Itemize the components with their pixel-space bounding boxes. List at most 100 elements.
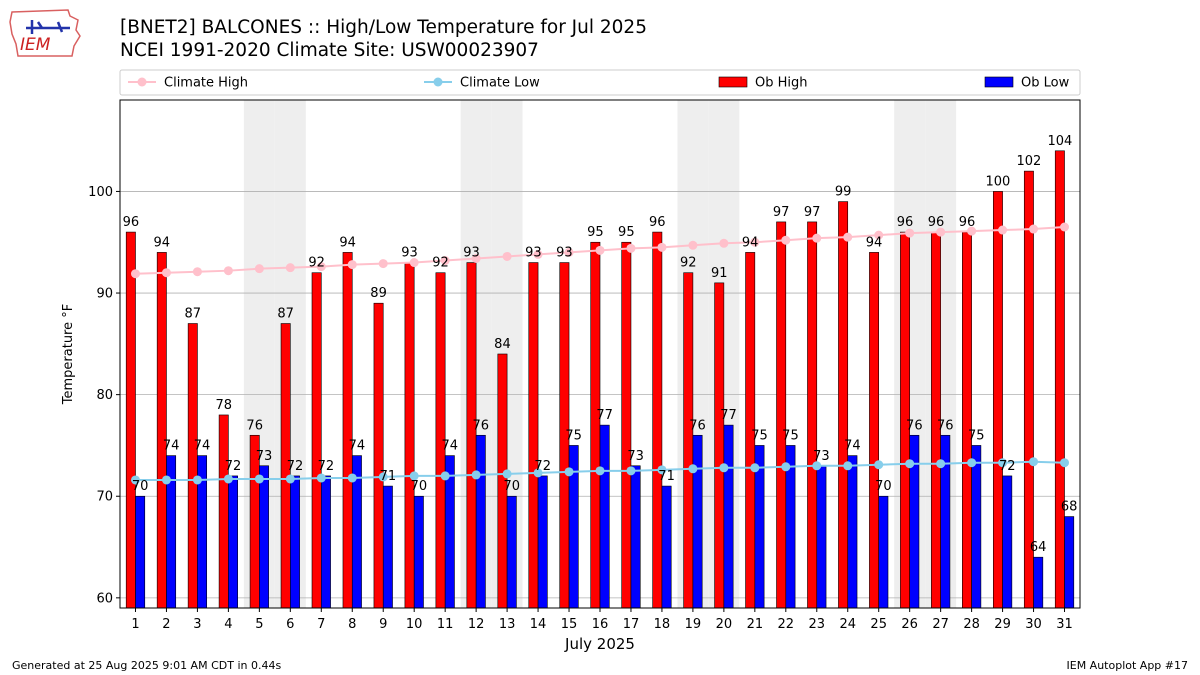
y-tick-label-90: 90	[96, 287, 113, 302]
ob-low-label-day-6: 72	[287, 459, 304, 474]
ob-high-label-day-7: 92	[308, 256, 325, 271]
climate-high-point-day-5	[254, 264, 264, 274]
y-tick-label-80: 80	[96, 388, 113, 403]
ob-low-bar-day-30	[1033, 556, 1044, 609]
x-tick-label-30: 30	[1025, 617, 1042, 632]
climate-high-legend-marker	[137, 77, 147, 87]
ob-high-label-day-2: 94	[154, 235, 171, 250]
x-tick-label-10: 10	[406, 617, 423, 632]
climate-low-point-day-4	[223, 474, 233, 484]
chart-title: [BNET2] BALCONES :: High/Low Temperature…	[120, 17, 647, 38]
ob-low-label-day-9: 71	[380, 469, 397, 484]
ob-low-bar-day-23	[816, 465, 827, 609]
ob-high-label-day-1: 96	[123, 215, 140, 230]
ob-low-legend-label: Ob Low	[1021, 76, 1070, 91]
ob-high-label-day-14: 93	[525, 246, 542, 261]
ob-low-label-day-11: 74	[442, 439, 459, 454]
ob-low-label-day-20: 77	[720, 408, 737, 423]
ob-high-label-day-19: 92	[680, 256, 697, 271]
ob-low-bar-day-24	[847, 455, 858, 609]
ob-low-bar-day-10	[413, 495, 424, 609]
x-tick-label-27: 27	[932, 617, 949, 632]
ob-high-bar-day-23	[807, 221, 818, 609]
x-tick-label-13: 13	[499, 617, 516, 632]
climate-low-point-day-25	[874, 460, 884, 470]
climate-high-legend-label: Climate High	[164, 76, 248, 91]
ob-low-bar-day-4	[228, 475, 238, 609]
x-tick-label-4: 4	[224, 617, 232, 632]
x-tick-label-3: 3	[193, 617, 201, 632]
ob-high-label-day-26: 96	[897, 215, 914, 230]
climate-high-point-day-26	[905, 228, 915, 238]
climate-high-point-day-24	[843, 232, 853, 242]
ob-high-bar-day-12	[466, 262, 477, 609]
ob-high-bar-day-1	[125, 231, 136, 609]
climate-high-point-day-13	[502, 251, 512, 261]
ob-low-label-day-17: 73	[627, 449, 644, 464]
x-tick-label-15: 15	[561, 617, 578, 632]
y-tick-label-100: 100	[88, 185, 113, 200]
ob-low-bar-day-17	[630, 465, 641, 609]
x-tick-label-5: 5	[255, 617, 263, 632]
ob-low-label-day-28: 75	[968, 428, 985, 443]
climate-low-point-day-9	[378, 472, 388, 482]
climate-high-point-day-2	[161, 268, 171, 278]
ob-low-label-day-25: 70	[875, 479, 892, 494]
climate-high-point-day-18	[657, 242, 667, 252]
climate-low-legend-marker	[433, 77, 443, 87]
climate-low-point-day-15	[564, 467, 574, 477]
ob-high-label-day-10: 93	[401, 246, 418, 261]
ob-high-label-day-22: 97	[773, 205, 790, 220]
ob-high-bar-day-9	[373, 302, 384, 609]
ob-low-label-day-13: 70	[503, 479, 520, 494]
ob-low-label-day-19: 76	[689, 418, 706, 433]
ob-high-label-day-6: 87	[277, 307, 294, 322]
climate-low-point-day-13	[502, 469, 512, 479]
ob-low-bar-day-14	[537, 475, 548, 609]
climate-low-point-day-31	[1060, 458, 1070, 468]
climate-high-point-day-8	[347, 260, 357, 270]
x-tick-label-23: 23	[809, 617, 826, 632]
ob-high-label-day-23: 97	[804, 205, 821, 220]
climate-low-point-day-11	[440, 471, 450, 481]
x-tick-label-31: 31	[1056, 617, 1073, 632]
ob-high-label-day-30: 102	[1016, 154, 1041, 169]
climate-low-point-day-12	[471, 470, 481, 480]
ob-low-bar-day-9	[382, 485, 393, 609]
x-tick-label-9: 9	[379, 617, 387, 632]
ob-high-label-day-11: 92	[432, 256, 449, 271]
climate-low-point-day-18	[657, 465, 667, 475]
ob-high-label-day-28: 96	[959, 215, 976, 230]
climate-low-point-day-27	[936, 459, 946, 469]
ob-low-label-day-2: 74	[163, 439, 180, 454]
ob-low-label-day-22: 75	[782, 428, 799, 443]
ob-low-bar-day-19	[692, 434, 703, 609]
ob-high-bar-day-2	[156, 252, 167, 609]
climate-low-point-day-22	[781, 462, 791, 472]
ob-low-label-day-15: 75	[565, 428, 582, 443]
climate-low-point-day-28	[967, 458, 977, 468]
x-tick-label-29: 29	[994, 617, 1011, 632]
ob-high-legend-label: Ob High	[755, 76, 808, 91]
ob-high-bar-day-29	[992, 191, 1003, 609]
ob-low-label-day-31: 68	[1061, 500, 1078, 515]
ob-high-label-day-15: 93	[556, 246, 573, 261]
ob-low-bar-day-28	[971, 445, 982, 609]
climate-low-point-day-26	[905, 459, 915, 469]
climate-high-point-day-27	[936, 227, 946, 237]
climate-high-point-day-12	[471, 253, 481, 263]
climate-low-point-day-2	[161, 475, 171, 485]
logo-text: IEM	[20, 35, 51, 55]
ob-high-label-day-21: 94	[742, 235, 759, 250]
x-tick-label-20: 20	[716, 617, 733, 632]
ob-high-label-day-4: 78	[215, 398, 232, 413]
ob-high-label-day-29: 100	[986, 174, 1011, 189]
ob-low-label-day-27: 76	[937, 418, 954, 433]
ob-high-bar-day-20	[714, 282, 725, 609]
ob-high-label-day-9: 89	[370, 286, 387, 301]
x-axis-label: July 2025	[564, 635, 635, 653]
ob-low-label-day-3: 74	[194, 439, 211, 454]
ob-high-bar-day-18	[652, 231, 663, 609]
climate-high-point-day-6	[285, 263, 295, 273]
